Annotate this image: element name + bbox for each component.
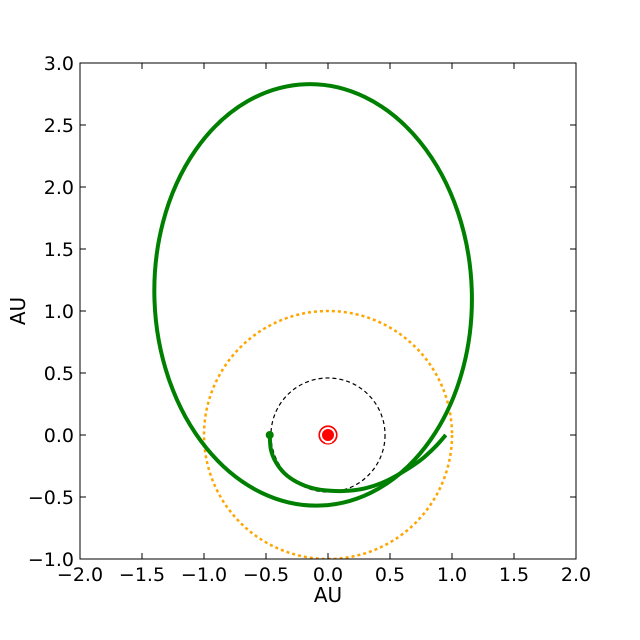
- transfer-orbit-ellipse: [152, 82, 474, 508]
- trajectory-start-point: [265, 431, 274, 439]
- x-tick-label: 2.0: [561, 564, 591, 586]
- y-axis-label: AU: [6, 297, 30, 325]
- y-tick-label: 2.5: [44, 115, 74, 137]
- y-tick-label: 3.0: [44, 53, 74, 75]
- y-tick-label: 0.0: [44, 425, 74, 447]
- x-tick-label: −0.5: [243, 564, 289, 586]
- y-tick-label: 1.0: [44, 301, 74, 323]
- central-body-ring: [318, 425, 338, 445]
- spiral-trajectory: [267, 433, 448, 494]
- x-tick-label: 1.0: [437, 564, 467, 586]
- x-tick-label: 0.0: [313, 564, 343, 586]
- y-tick-label: 2.0: [44, 177, 74, 199]
- x-tick-label: 1.5: [499, 564, 529, 586]
- y-tick-label: −1.0: [28, 549, 74, 571]
- central-body-point: [321, 428, 335, 442]
- y-tick-label: 0.5: [44, 363, 74, 385]
- y-tick-label: 1.5: [44, 239, 74, 261]
- y-tick-label: −0.5: [28, 487, 74, 509]
- x-tick-label: −1.0: [181, 564, 227, 586]
- x-tick-label: −1.5: [119, 564, 165, 586]
- x-tick-label: −2.0: [57, 564, 103, 586]
- x-tick-label: 0.5: [375, 564, 405, 586]
- x-axis-label: AU: [314, 583, 342, 607]
- outer-orbit-circle: [202, 309, 454, 559]
